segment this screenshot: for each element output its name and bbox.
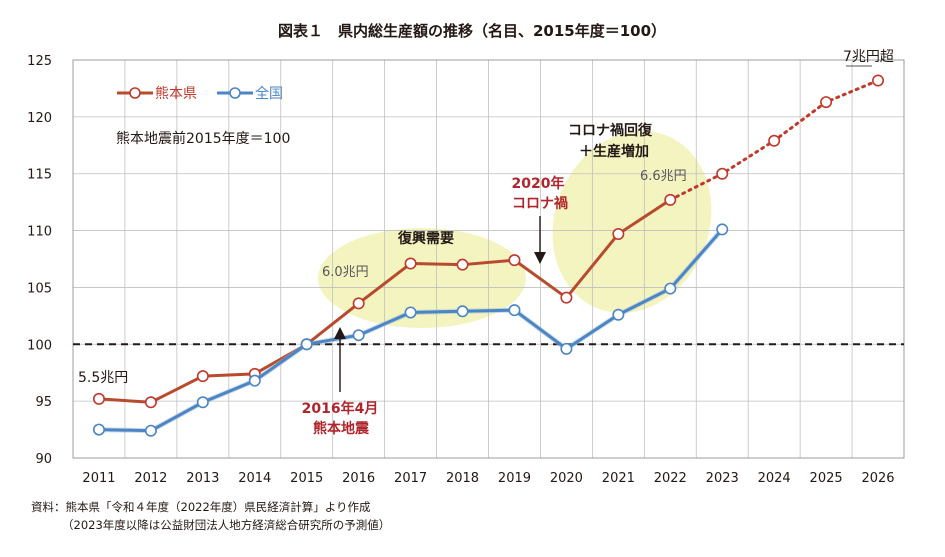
point-national-2017	[404, 306, 417, 319]
x-tick-label: 2012	[134, 471, 167, 486]
legend-kumamoto-marker	[129, 87, 141, 99]
point-kumamoto-2020	[560, 291, 573, 304]
y-tick-label: 105	[27, 281, 52, 296]
point-national-2022	[664, 282, 677, 295]
covid-label-1: 2020年	[512, 175, 565, 192]
covid-recovery-highlight	[552, 131, 712, 313]
plot-frame	[72, 59, 905, 459]
point-national-2023	[716, 223, 729, 236]
point-kumamoto-2022	[664, 193, 677, 206]
legend-item-national: 全国	[217, 85, 283, 102]
point-kumamoto-2017	[404, 257, 417, 270]
chart-title: 図表１ 県内総生産額の推移（名目、2015年度＝100）	[278, 22, 666, 40]
y-tick-label: 100	[27, 338, 52, 353]
point-national-2012	[144, 424, 157, 437]
y-tick-label: 120	[27, 111, 52, 126]
quake-label-1: 2016年4月	[302, 400, 379, 417]
series-national	[92, 223, 729, 437]
covid-recovery-label-1: コロナ禍回復	[568, 122, 653, 139]
x-tick-label: 2022	[654, 471, 687, 486]
covid-arrow	[534, 216, 546, 264]
x-tick-label: 2023	[706, 471, 739, 486]
point-kumamoto-2026	[872, 74, 885, 87]
x-tick-label: 2019	[498, 471, 531, 486]
value-label-2022: 6.6兆円	[640, 169, 687, 184]
point-kumamoto-2018	[456, 258, 469, 271]
highlight-areas	[318, 131, 712, 328]
source-note-2: （2023年度以降は公益財団法人地方経済総合研究所の予測値）	[62, 518, 390, 532]
series-kumamoto-line	[98, 198, 672, 404]
revival-demand-label: 復興需要	[397, 230, 454, 247]
y-tick-label: 115	[27, 168, 52, 183]
base-note: 熊本地震前2015年度＝100	[116, 130, 290, 147]
x-tick-label: 2015	[290, 471, 323, 486]
x-tick-label: 2026	[861, 471, 894, 486]
legend-kumamoto-label: 熊本県	[155, 86, 197, 102]
point-national-2020	[560, 342, 573, 355]
x-tick-label: 2018	[446, 471, 479, 486]
point-kumamoto-2016	[352, 297, 365, 310]
source-note-1: 資料：熊本県「令和４年度（2022年度）県民経済計算」より作成	[31, 500, 371, 514]
x-tick-label: 2013	[186, 471, 219, 486]
x-tick-label: 2016	[342, 471, 375, 486]
x-tick-label: 2020	[550, 471, 583, 486]
legend: 熊本県 全国	[117, 85, 283, 102]
value-label-2011: 5.5兆円	[78, 370, 128, 386]
y-tick-label: 95	[35, 395, 52, 410]
point-national-2013	[196, 396, 209, 409]
x-tick-label: 2021	[602, 471, 635, 486]
x-tick-label: 2017	[394, 471, 427, 486]
y-tick-label: 90	[35, 452, 52, 467]
grid	[73, 60, 904, 458]
x-tick-label: 2025	[810, 471, 843, 486]
point-national-2011	[92, 423, 105, 436]
y-axis-ticks: 90 95 100 105 110 115 120 125	[27, 54, 52, 467]
point-national-2014	[248, 374, 261, 387]
value-label-2026: 7兆円超	[843, 49, 894, 65]
point-kumamoto-2021	[612, 227, 625, 240]
legend-item-kumamoto: 熊本県	[117, 86, 197, 102]
point-kumamoto-2011	[92, 392, 105, 405]
legend-national-label: 全国	[255, 85, 283, 102]
point-national-2021	[612, 308, 625, 321]
point-kumamoto-2019	[508, 254, 521, 267]
quake-label-2: 熊本地震	[313, 420, 370, 437]
x-tick-label: 2011	[82, 471, 115, 486]
x-tick-label: 2014	[238, 471, 271, 486]
x-tick-label: 2024	[758, 471, 791, 486]
point-national-2015	[300, 338, 313, 351]
y-tick-label: 125	[27, 54, 52, 69]
legend-national-marker	[229, 87, 241, 99]
point-national-2018	[456, 305, 469, 318]
value-label-2016: 6.0兆円	[322, 265, 369, 280]
point-kumamoto-2024	[768, 134, 781, 147]
point-kumamoto-2025	[820, 96, 833, 109]
x-axis-ticks: 2011 2012 2013 2014 2015 2016 2017 2018 2019 2020…	[82, 471, 894, 486]
series	[92, 74, 885, 437]
point-national-2016	[352, 329, 365, 342]
quake-arrow	[334, 327, 346, 392]
point-kumamoto-2023	[716, 167, 729, 180]
y-tick-label: 110	[27, 225, 52, 240]
point-kumamoto-2012	[144, 396, 157, 409]
point-national-2019	[508, 304, 521, 317]
point-kumamoto-2013	[196, 370, 209, 383]
revival-demand-highlight	[318, 228, 526, 328]
covid-label-2: コロナ禍	[512, 195, 568, 212]
covid-recovery-label-2: ＋生産増加	[579, 143, 649, 160]
